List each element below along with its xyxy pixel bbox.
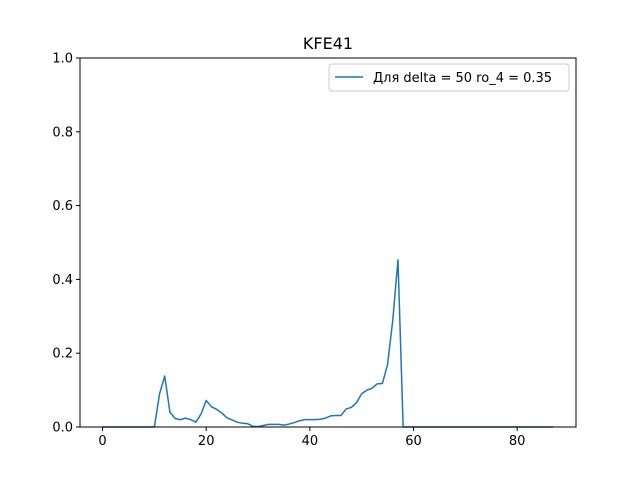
y-tick-label: 1.0 xyxy=(52,52,73,67)
x-tick-label: 40 xyxy=(302,434,319,449)
legend: Для delta = 50 ro_4 = 0.35 xyxy=(328,63,570,92)
plot-area xyxy=(79,57,577,428)
x-axis: 0 20 40 60 80 xyxy=(98,427,525,449)
x-tick-label: 60 xyxy=(405,434,422,449)
y-axis: 0.0 0.2 0.4 0.6 0.8 1.0 xyxy=(52,52,80,436)
x-tick-label: 20 xyxy=(198,434,215,449)
y-tick-label: 0.0 xyxy=(52,421,73,436)
legend-label: Для delta = 50 ro_4 = 0.35 xyxy=(373,71,552,86)
legend-box xyxy=(328,63,570,92)
chart-title: KFE41 xyxy=(303,34,353,53)
x-tick-label: 0 xyxy=(98,434,106,449)
y-tick-label: 0.4 xyxy=(52,273,73,288)
y-tick-label: 0.8 xyxy=(52,125,73,140)
x-tick-label: 80 xyxy=(509,434,526,449)
y-tick-label: 0.2 xyxy=(52,347,73,362)
axes-frame xyxy=(79,57,577,428)
y-tick-label: 0.6 xyxy=(52,199,73,214)
